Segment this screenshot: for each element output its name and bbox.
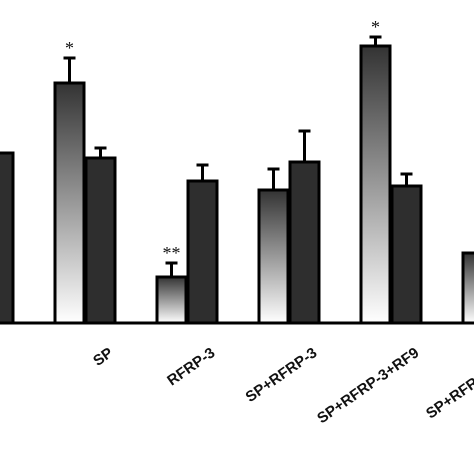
bar: [461, 251, 474, 325]
error-bar: [400, 172, 413, 186]
x-tick-label: SP+RFRP-3+SP: [423, 344, 474, 422]
significance-label: *: [65, 38, 74, 58]
bar: [288, 160, 321, 325]
x-tick-label: SP+RFRP-3+RF9: [314, 344, 422, 427]
error-bar: [94, 146, 107, 158]
significance-label: *: [371, 17, 380, 37]
bar: [257, 188, 290, 325]
error-bar: [267, 167, 280, 190]
error-bar: [369, 35, 382, 46]
bar: [53, 81, 86, 325]
bar: [359, 44, 392, 325]
bar: [84, 156, 117, 325]
significance-label: **: [163, 243, 181, 263]
bar: [155, 275, 188, 325]
bar: [390, 184, 423, 325]
bar: [0, 151, 15, 325]
x-tick-label: SP: [90, 344, 116, 369]
error-bar: [196, 163, 209, 181]
error-bar: [298, 129, 311, 162]
x-tick-label: RFRP-3: [164, 344, 218, 389]
error-bar: [165, 261, 178, 277]
bar: [186, 179, 219, 325]
x-tick-label: SP+RFRP-3: [243, 344, 321, 406]
error-bar: [63, 56, 76, 83]
